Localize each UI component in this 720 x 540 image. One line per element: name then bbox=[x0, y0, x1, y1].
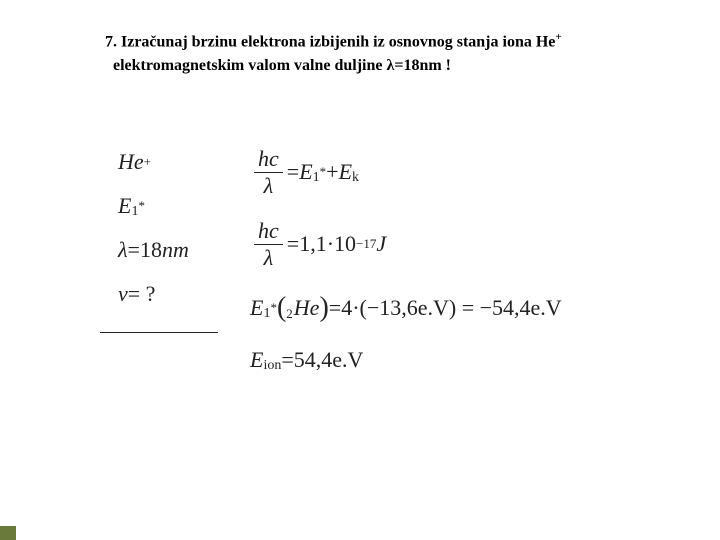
frac-hc-lambda-2: hc λ bbox=[254, 220, 283, 269]
eq2-val: 1,1·10 bbox=[299, 231, 356, 257]
problem-text-2: elektromagnetskim valom valne duljine λ=… bbox=[113, 57, 451, 74]
problem-statement: 7. Izračunaj brzinu elektrona izbijenih … bbox=[105, 30, 695, 77]
work-block: hc λ = E1* + Ek hc λ = 1,1·10−17 J E1* (… bbox=[250, 145, 562, 393]
lambda-val: 18 bbox=[140, 228, 162, 272]
eq4-sub: ion bbox=[263, 358, 281, 374]
eq3-E: E bbox=[250, 295, 263, 321]
given-e1: E1* bbox=[118, 184, 189, 228]
eq1-Ek-sub: k bbox=[352, 170, 359, 186]
eq3-E-sub: 1 bbox=[263, 306, 270, 322]
given-he: He+ bbox=[118, 140, 189, 184]
given-v: v = ? bbox=[118, 272, 189, 316]
frac2-num: hc bbox=[254, 220, 283, 242]
eq4-E: E bbox=[250, 347, 263, 373]
frac1-num: hc bbox=[254, 148, 283, 170]
v-sym: v bbox=[118, 272, 128, 316]
slide-accent-corner bbox=[0, 526, 16, 540]
eq2-eq: = bbox=[287, 231, 299, 257]
eq4-eq: = bbox=[281, 347, 293, 373]
eq3-close: ) bbox=[319, 292, 328, 324]
he-symbol: He bbox=[118, 140, 144, 184]
he-plus-sup: + bbox=[555, 31, 561, 43]
problem-text-1: Izračunaj brzinu elektrona izbijenih iz … bbox=[121, 33, 555, 50]
eq1-E-sub: 1 bbox=[313, 170, 320, 186]
given-block: He+ E1* λ = 18nm v = ? bbox=[118, 140, 189, 316]
eq1-plus: + bbox=[326, 159, 338, 185]
equation-4: Eion = 54,4e.V bbox=[250, 341, 562, 379]
v-eq: = ? bbox=[128, 272, 156, 316]
lambda-unit: nm bbox=[162, 228, 189, 272]
eq1-E: E bbox=[299, 159, 312, 185]
eq4-val: 54,4e.V bbox=[294, 347, 364, 373]
eq2-unit: J bbox=[376, 231, 386, 257]
given-separator bbox=[100, 332, 218, 333]
e1-sub: 1 bbox=[131, 198, 138, 226]
e1-E: E bbox=[118, 184, 131, 228]
problem-number: 7. bbox=[105, 33, 117, 50]
frac-hc-lambda-1: hc λ bbox=[254, 148, 283, 197]
equation-3: E1* (2He) = 4·(−13,6e.V) = −54,4e.V bbox=[250, 289, 562, 327]
equation-1: hc λ = E1* + Ek bbox=[250, 145, 562, 199]
eq3-eq: = bbox=[329, 295, 341, 321]
given-lambda: λ = 18nm bbox=[118, 228, 189, 272]
eq1-eq: = bbox=[287, 159, 299, 185]
lambda-eq: = bbox=[128, 228, 140, 272]
frac1-den: λ bbox=[260, 175, 278, 197]
eq1-Ek: E bbox=[339, 159, 352, 185]
equation-2: hc λ = 1,1·10−17 J bbox=[250, 217, 562, 271]
he-sup: + bbox=[144, 149, 151, 175]
lambda-sym: λ bbox=[118, 228, 128, 272]
eq2-exp: −17 bbox=[356, 236, 376, 252]
e1-sup: * bbox=[138, 193, 145, 219]
eq3-rhs: 4·(−13,6e.V) = −54,4e.V bbox=[341, 295, 562, 321]
frac2-den: λ bbox=[260, 247, 278, 269]
eq3-open: ( bbox=[277, 292, 286, 324]
eq3-presub: 2 bbox=[286, 306, 293, 322]
eq3-He: He bbox=[294, 295, 320, 321]
